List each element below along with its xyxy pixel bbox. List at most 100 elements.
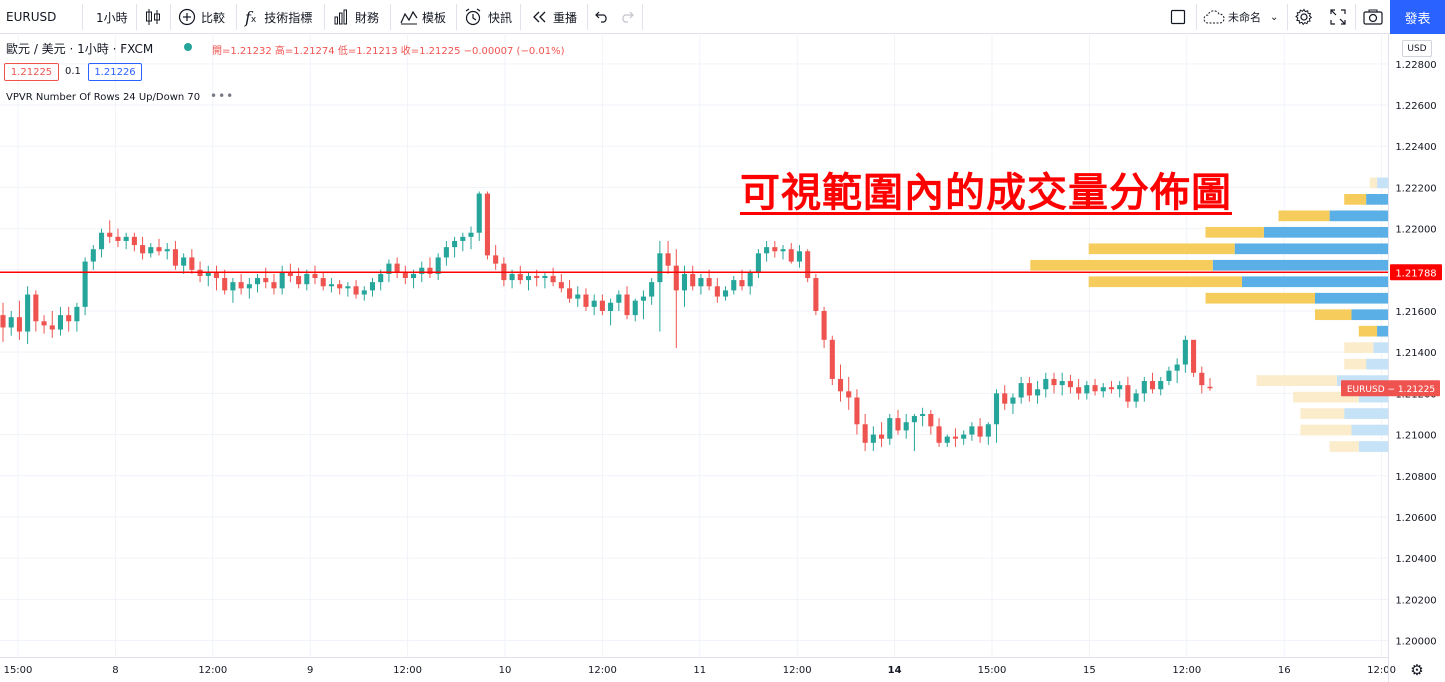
x-tick-label: 15 bbox=[1083, 665, 1096, 676]
candle-body bbox=[107, 232, 113, 237]
volume-profile-down-bar bbox=[1256, 375, 1337, 386]
candle-body bbox=[41, 321, 47, 326]
last-price-label: EURUSD − 1.21225 bbox=[1347, 385, 1435, 395]
chevron-down-icon: ⌄ bbox=[1270, 11, 1279, 23]
symbol-search[interactable]: EURUSD bbox=[6, 0, 56, 34]
more-icon[interactable]: ••• bbox=[210, 89, 235, 103]
volume-profile-up-bar bbox=[1263, 226, 1388, 238]
candle-body bbox=[755, 253, 761, 272]
candle-body bbox=[484, 193, 490, 256]
candle-body bbox=[337, 284, 343, 289]
candles-icon bbox=[146, 9, 160, 25]
compare-button[interactable]: 比較 bbox=[178, 0, 225, 34]
snapshot-button[interactable] bbox=[1363, 0, 1383, 34]
currency-button[interactable]: USD bbox=[1402, 40, 1432, 57]
buy-price-button[interactable]: 1.21226 bbox=[88, 63, 142, 81]
indicator-legend[interactable]: VPVR Number Of Rows 24 Up/Down 70 bbox=[6, 92, 201, 103]
templates-label: 模板 bbox=[422, 10, 447, 25]
toolbar-divider bbox=[390, 4, 391, 30]
volume-profile-up-bar bbox=[1377, 177, 1388, 189]
templates-button[interactable]: 模板 bbox=[400, 0, 446, 34]
grid-lines bbox=[0, 35, 1388, 657]
candle-body bbox=[369, 282, 376, 291]
chart-type-button[interactable] bbox=[145, 0, 161, 34]
fx-icon-sub: x bbox=[250, 15, 257, 25]
toolbar-divider bbox=[324, 4, 325, 30]
y-tick-label: 1.21000 bbox=[1395, 431, 1436, 442]
maximize-button[interactable] bbox=[1330, 0, 1346, 34]
redo-button[interactable] bbox=[620, 0, 634, 34]
candle-body bbox=[1141, 381, 1147, 394]
volume-profile-down-bar bbox=[1030, 259, 1213, 271]
volume-profile-up-bar bbox=[1366, 358, 1388, 370]
candle-body bbox=[0, 315, 6, 328]
y-tick-label: 1.20400 bbox=[1395, 554, 1436, 565]
candle-body bbox=[98, 232, 105, 250]
x-tick-label: 15:00 bbox=[978, 665, 1007, 676]
undo-icon bbox=[595, 11, 607, 23]
candle-body bbox=[1051, 378, 1057, 386]
replay-button[interactable]: 重播 bbox=[531, 0, 577, 34]
volume-profile-up-bar bbox=[1373, 342, 1388, 354]
market-status-dot bbox=[184, 43, 192, 51]
candle-body bbox=[172, 249, 178, 266]
buy-price: 1.21226 bbox=[94, 66, 136, 78]
volume-profile-up-bar bbox=[1351, 424, 1388, 436]
candle-body bbox=[312, 273, 318, 279]
symbol-legend-title[interactable]: 歐元 / 美元 · 1小時 · FXCM bbox=[6, 42, 154, 56]
alert-button[interactable]: 快訊 bbox=[464, 0, 512, 34]
candle-body bbox=[468, 232, 474, 237]
volume-profile-down-bar bbox=[1300, 424, 1352, 436]
candle-body bbox=[1158, 381, 1164, 390]
plus-circle-icon bbox=[178, 8, 196, 26]
x-tick-label: 11 bbox=[693, 665, 706, 676]
volume-profile-up-bar bbox=[1358, 441, 1388, 452]
candle-body bbox=[993, 393, 1000, 425]
financials-button[interactable]: 財務 bbox=[333, 0, 379, 34]
axis-settings-gear-icon[interactable]: ⚙ bbox=[1410, 661, 1423, 679]
settings-button[interactable] bbox=[1295, 0, 1313, 34]
interval-button[interactable]: 1小時 bbox=[96, 0, 128, 34]
volume-profile-down-bar bbox=[1300, 408, 1345, 419]
currency-label: USD bbox=[1407, 43, 1427, 54]
candle-body bbox=[1174, 364, 1180, 371]
candle-body bbox=[1133, 393, 1139, 402]
y-tick-label: 1.22400 bbox=[1395, 142, 1436, 153]
candle-body bbox=[263, 278, 269, 283]
volume-profile-down-bar bbox=[1315, 309, 1352, 321]
candle-body bbox=[772, 247, 778, 252]
volume-profile-up-bar bbox=[1242, 276, 1388, 288]
candle-body bbox=[731, 280, 737, 291]
volume-profile-down-bar bbox=[1329, 441, 1359, 452]
volume-profile-up-bar bbox=[1315, 292, 1388, 304]
candle-body bbox=[131, 236, 137, 246]
sell-price-button[interactable]: 1.21225 bbox=[4, 63, 59, 81]
candle-body bbox=[854, 397, 860, 425]
candle-body bbox=[279, 271, 285, 289]
candle-body bbox=[115, 236, 121, 241]
undo-button[interactable] bbox=[595, 0, 609, 34]
candle-body bbox=[1207, 386, 1213, 389]
candle-body bbox=[230, 282, 236, 291]
candle-body bbox=[287, 271, 293, 276]
candle-body bbox=[911, 416, 917, 423]
publish-button[interactable]: 發表 bbox=[1390, 0, 1445, 34]
candle-body bbox=[328, 284, 334, 287]
candle-body bbox=[353, 286, 359, 295]
toolbar-divider bbox=[587, 4, 588, 30]
layout-button[interactable]: 未命名 ⌄ bbox=[1203, 0, 1278, 34]
fullscreen-select-button[interactable] bbox=[1170, 0, 1186, 34]
volume-profile-down-bar bbox=[1278, 210, 1330, 222]
volume-profile-down-bar bbox=[1344, 358, 1367, 370]
gear-icon bbox=[1295, 8, 1313, 26]
candle-body bbox=[977, 426, 983, 437]
y-tick-label: 1.20800 bbox=[1395, 472, 1436, 483]
candle-body bbox=[739, 280, 745, 287]
candle-body bbox=[1100, 387, 1106, 392]
candle-body bbox=[706, 278, 712, 287]
candle-body bbox=[427, 267, 433, 274]
